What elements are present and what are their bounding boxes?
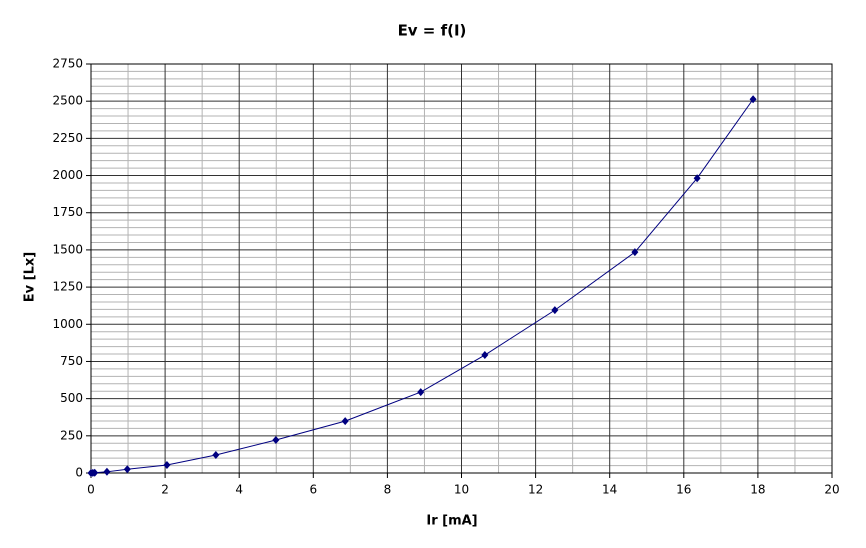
data-point bbox=[749, 95, 757, 104]
x-tick-label: 0 bbox=[87, 483, 95, 497]
data-point bbox=[631, 248, 639, 257]
y-tick-label: 500 bbox=[60, 391, 83, 405]
data-point bbox=[163, 460, 171, 469]
y-tick-label: 1000 bbox=[52, 317, 83, 331]
x-tick-label: 14 bbox=[602, 483, 617, 497]
y-tick-label: 2500 bbox=[52, 94, 83, 108]
chart-title: Ev = f(I) bbox=[398, 22, 467, 40]
x-tick-label: 12 bbox=[528, 483, 543, 497]
x-tick-label: 2 bbox=[161, 483, 169, 497]
x-tick-label: 4 bbox=[235, 483, 243, 497]
y-tick-label: 250 bbox=[60, 428, 83, 442]
x-tick-label: 16 bbox=[676, 483, 691, 497]
data-point bbox=[212, 451, 220, 460]
y-tick-label: 2250 bbox=[52, 131, 83, 145]
x-tick-label: 18 bbox=[750, 483, 765, 497]
y-tick-label: 750 bbox=[60, 354, 83, 368]
y-axis-title: Ev [Lx] bbox=[23, 252, 38, 302]
data-point bbox=[103, 467, 111, 476]
y-tick-label: 0 bbox=[75, 466, 83, 480]
plot-border bbox=[90, 63, 833, 474]
y-tick-label: 1750 bbox=[52, 205, 83, 219]
y-tick-label: 1250 bbox=[52, 280, 83, 294]
data-point bbox=[123, 465, 131, 474]
x-axis-title: Ir [mA] bbox=[426, 514, 477, 529]
data-point bbox=[341, 417, 349, 426]
x-tick-label: 10 bbox=[454, 483, 469, 497]
y-tick-label: 1500 bbox=[52, 242, 83, 256]
y-tick-label: 2000 bbox=[52, 168, 83, 182]
data-point bbox=[91, 468, 99, 477]
series-line bbox=[90, 98, 754, 474]
y-tick-label: 2750 bbox=[52, 57, 83, 71]
x-tick-label: 20 bbox=[824, 483, 839, 497]
x-tick-label: 8 bbox=[384, 483, 392, 497]
data-point bbox=[417, 388, 425, 397]
data-point bbox=[272, 435, 280, 444]
data-point bbox=[481, 351, 489, 360]
data-point bbox=[551, 306, 559, 315]
data-point bbox=[693, 174, 701, 183]
x-tick-label: 6 bbox=[309, 483, 317, 497]
